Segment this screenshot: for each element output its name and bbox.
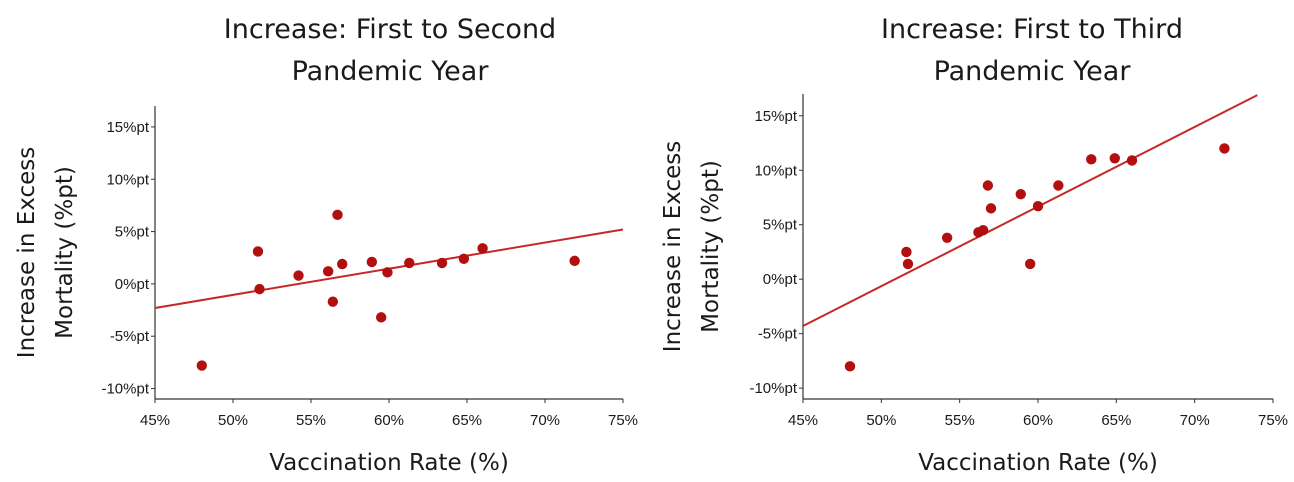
y-axis-title-line-2: Mortality (%pt) bbox=[698, 160, 724, 333]
x-tick-label: 75% bbox=[1258, 412, 1288, 429]
y-axis-title-line-1: Increase in Excess bbox=[660, 141, 686, 352]
data-point bbox=[196, 360, 207, 371]
data-point bbox=[1024, 258, 1036, 270]
data-point bbox=[941, 232, 953, 243]
scatter-chart-2: Increase: First to Third Pandemic Year Inc… bbox=[660, 14, 1288, 476]
x-tick-label: 50% bbox=[218, 412, 248, 429]
x-tick-label: 70% bbox=[530, 412, 560, 429]
data-point bbox=[1032, 200, 1044, 212]
data-point bbox=[1086, 154, 1097, 165]
data-point bbox=[366, 256, 378, 268]
data-point bbox=[254, 283, 265, 295]
data-point bbox=[1015, 189, 1026, 200]
x-axis-title: Vaccination Rate (%) bbox=[269, 450, 509, 476]
data-point bbox=[1219, 143, 1230, 154]
y-tick-label: -5%pt bbox=[758, 326, 798, 343]
chart-title-line-2: Pandemic Year bbox=[292, 56, 490, 87]
data-point bbox=[252, 246, 264, 257]
x-tick-label: 65% bbox=[1101, 412, 1131, 429]
chart-title-line-1: Increase: First to Third bbox=[881, 14, 1183, 45]
data-point bbox=[1053, 180, 1064, 191]
data-point bbox=[977, 224, 989, 236]
y-tick-label: 0%pt bbox=[115, 276, 150, 293]
y-tick-label: -10%pt bbox=[101, 381, 149, 398]
x-axis-title: Vaccination Rate (%) bbox=[918, 450, 1158, 476]
x-tick-label: 50% bbox=[866, 412, 896, 429]
x-tick-label: 60% bbox=[374, 412, 404, 429]
data-point bbox=[332, 209, 343, 221]
x-tick-label: 75% bbox=[608, 412, 638, 429]
data-point bbox=[458, 253, 470, 264]
data-point bbox=[569, 255, 580, 267]
y-tick-label: 0%pt bbox=[763, 271, 798, 288]
x-tick-label: 45% bbox=[788, 412, 818, 429]
x-tick-label: 55% bbox=[296, 412, 326, 429]
data-point bbox=[1109, 153, 1120, 164]
y-tick-label: 15%pt bbox=[106, 119, 149, 136]
y-tick-label: -5%pt bbox=[110, 328, 150, 345]
y-tick-label: 5%pt bbox=[763, 217, 798, 234]
x-tick-label: 45% bbox=[140, 412, 170, 429]
chart-title-line-2: Pandemic Year bbox=[934, 56, 1132, 87]
data-point bbox=[404, 257, 415, 269]
data-point bbox=[985, 203, 997, 214]
y-axis-title-line-1: Increase in Excess bbox=[14, 147, 40, 358]
data-point bbox=[982, 180, 994, 191]
x-tick-label: 70% bbox=[1180, 412, 1210, 429]
y-tick-label: 15%pt bbox=[754, 108, 797, 125]
chart-title-line-1: Increase: First to Second bbox=[224, 14, 556, 45]
data-point bbox=[902, 258, 914, 270]
data-point bbox=[327, 296, 339, 307]
x-tick-label: 60% bbox=[1023, 412, 1053, 429]
trend-line bbox=[802, 94, 1258, 327]
data-point bbox=[337, 258, 348, 270]
y-tick-label: 10%pt bbox=[754, 162, 797, 179]
scatter-chart-1: Increase: First to Second Pandemic Year In… bbox=[14, 14, 638, 476]
x-tick-label: 55% bbox=[945, 412, 975, 429]
x-tick-label: 65% bbox=[452, 412, 482, 429]
data-point bbox=[322, 266, 334, 277]
data-point bbox=[1126, 155, 1138, 166]
y-tick-label: -10%pt bbox=[749, 380, 797, 397]
y-axis-title-line-2: Mortality (%pt) bbox=[52, 166, 78, 339]
data-point bbox=[436, 257, 448, 269]
data-point bbox=[382, 267, 393, 278]
data-point bbox=[901, 246, 912, 258]
y-tick-label: 5%pt bbox=[115, 224, 150, 241]
data-point bbox=[477, 243, 488, 254]
y-tick-label: 10%pt bbox=[106, 171, 149, 188]
data-point bbox=[293, 270, 304, 281]
data-point bbox=[376, 312, 387, 323]
data-point bbox=[844, 361, 856, 372]
